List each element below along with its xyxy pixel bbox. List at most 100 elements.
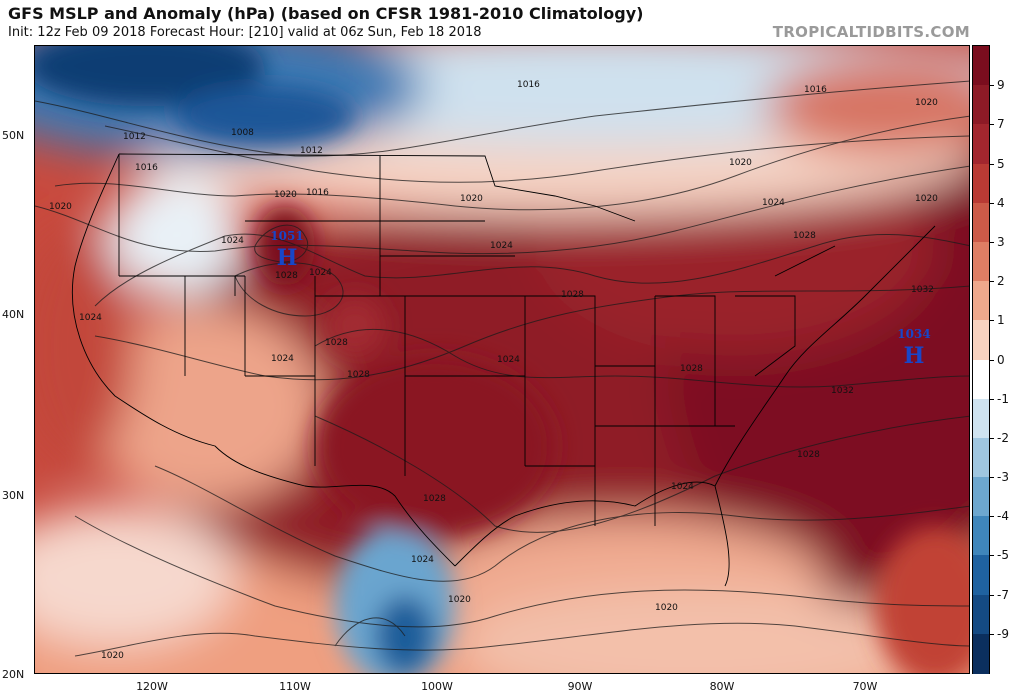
- lon-label-110w: 110W: [279, 680, 311, 693]
- colorbar-tick-mark: [989, 360, 994, 361]
- isobar-label: 1016: [135, 163, 158, 173]
- anomaly-map: 1016 1012 1008 1012 1016 1016 1020 1020 …: [35, 46, 970, 674]
- pressure-center-type: H: [277, 245, 298, 271]
- colorbar-segment: [973, 360, 989, 400]
- isobar-label: 1024: [271, 354, 294, 364]
- colorbar-tick-label: 5: [997, 157, 1005, 171]
- colorbar-tick-mark: [989, 242, 994, 243]
- map-subtitle: Init: 12z Feb 09 2018 Forecast Hour: [21…: [8, 25, 482, 40]
- isobar-label: 1024: [671, 482, 694, 492]
- colorbar-segment: [973, 320, 989, 360]
- isobar-label: 1020: [274, 190, 297, 200]
- colorbar-tick-mark: [989, 634, 994, 635]
- isobar-label: 1028: [325, 338, 348, 348]
- colorbar-tick-label: -2: [997, 431, 1009, 445]
- isobar-label: 1032: [831, 386, 854, 396]
- lat-label-20n: 20N: [2, 668, 24, 681]
- isobar-label: 1020: [915, 194, 938, 204]
- map-title: GFS MSLP and Anomaly (hPa) (based on CFS…: [8, 4, 643, 23]
- lon-label-70w: 70W: [853, 680, 878, 693]
- anomaly-colorbar: [972, 45, 990, 674]
- colorbar-segment: [973, 46, 989, 86]
- colorbar-tick-label: 9: [997, 78, 1005, 92]
- colorbar-segment: [973, 516, 989, 556]
- isobar-label: 1012: [123, 132, 146, 142]
- colorbar-tick-mark: [989, 555, 994, 556]
- colorbar-segment: [973, 124, 989, 164]
- colorbar-segment: [973, 164, 989, 204]
- isobar-label: 1024: [79, 313, 102, 323]
- colorbar-tick-label: -7: [997, 588, 1009, 602]
- colorbar-segment: [973, 438, 989, 478]
- isobar-label: 1024: [309, 268, 332, 278]
- colorbar-tick-label: 3: [997, 235, 1005, 249]
- isobar-label: 1028: [797, 450, 820, 460]
- colorbar-tick-mark: [989, 516, 994, 517]
- isobar-label: 1024: [490, 241, 513, 251]
- pressure-center-type: H: [904, 343, 925, 369]
- isobar-label: 1028: [680, 364, 703, 374]
- lon-label-120w: 120W: [136, 680, 168, 693]
- lat-label-30n: 30N: [2, 489, 24, 502]
- lon-label-80w: 80W: [710, 680, 735, 693]
- isobar-label: 1024: [497, 355, 520, 365]
- isobar-label: 1032: [911, 285, 934, 295]
- colorbar-segment: [973, 399, 989, 439]
- colorbar-segment: [973, 555, 989, 595]
- lon-label-100w: 100W: [421, 680, 453, 693]
- isobar-label: 1028: [561, 290, 584, 300]
- colorbar-tick-label: -4: [997, 509, 1009, 523]
- colorbar-tick-mark: [989, 438, 994, 439]
- colorbar-tick-label: -1: [997, 392, 1009, 406]
- isobar-label: 1024: [762, 198, 785, 208]
- map-panel: 1016 1012 1008 1012 1016 1016 1020 1020 …: [34, 45, 970, 674]
- isobar-label: 1028: [275, 271, 298, 281]
- source-watermark: TROPICALTIDBITS.COM: [773, 23, 970, 41]
- colorbar-tick-mark: [989, 203, 994, 204]
- isobar-label: 1008: [231, 128, 254, 138]
- isobar-label: 1020: [729, 158, 752, 168]
- colorbar-tick-label: 1: [997, 313, 1005, 327]
- isobar-label: 1028: [347, 370, 370, 380]
- colorbar-tick-mark: [989, 164, 994, 165]
- isobar-label: 1020: [448, 595, 471, 605]
- colorbar-tick-mark: [989, 399, 994, 400]
- isobar-label: 1020: [460, 194, 483, 204]
- colorbar-tick-mark: [989, 281, 994, 282]
- colorbar-segment: [973, 477, 989, 517]
- isobar-label: 1020: [101, 651, 124, 661]
- isobar-label: 1024: [411, 555, 434, 565]
- colorbar-segment: [973, 203, 989, 243]
- isobar-label: 1028: [423, 494, 446, 504]
- pressure-center-value: 1051: [270, 229, 303, 243]
- isobar-label: 1020: [655, 603, 678, 613]
- colorbar-segment: [973, 242, 989, 282]
- isobar-label: 1028: [793, 231, 816, 241]
- colorbar-segment: [973, 281, 989, 321]
- isobar-label: 1016: [804, 85, 827, 95]
- colorbar-tick-mark: [989, 124, 994, 125]
- pressure-center-value: 1034: [897, 327, 930, 341]
- colorbar-tick-label: 2: [997, 274, 1005, 288]
- colorbar-tick-label: 0: [997, 353, 1005, 367]
- isobar-label: 1016: [306, 188, 329, 198]
- lat-label-40n: 40N: [2, 308, 24, 321]
- colorbar-segment: [973, 595, 989, 635]
- isobar-label: 1024: [221, 236, 244, 246]
- isobar-label: 1020: [915, 98, 938, 108]
- colorbar-tick-mark: [989, 595, 994, 596]
- colorbar-tick-label: 7: [997, 117, 1005, 131]
- isobar-label: 1020: [49, 202, 72, 212]
- colorbar-tick-mark: [989, 85, 994, 86]
- colorbar-tick-mark: [989, 477, 994, 478]
- isobar-label: 1012: [300, 146, 323, 156]
- isobar-label: 1016: [517, 80, 540, 90]
- colorbar-tick-label: -5: [997, 548, 1009, 562]
- lon-label-90w: 90W: [568, 680, 593, 693]
- colorbar-tick-mark: [989, 320, 994, 321]
- colorbar-tick-label: 4: [997, 196, 1005, 210]
- colorbar-tick-label: -9: [997, 627, 1009, 641]
- lat-label-50n: 50N: [2, 129, 24, 142]
- colorbar-segment: [973, 634, 989, 674]
- colorbar-segment: [973, 85, 989, 125]
